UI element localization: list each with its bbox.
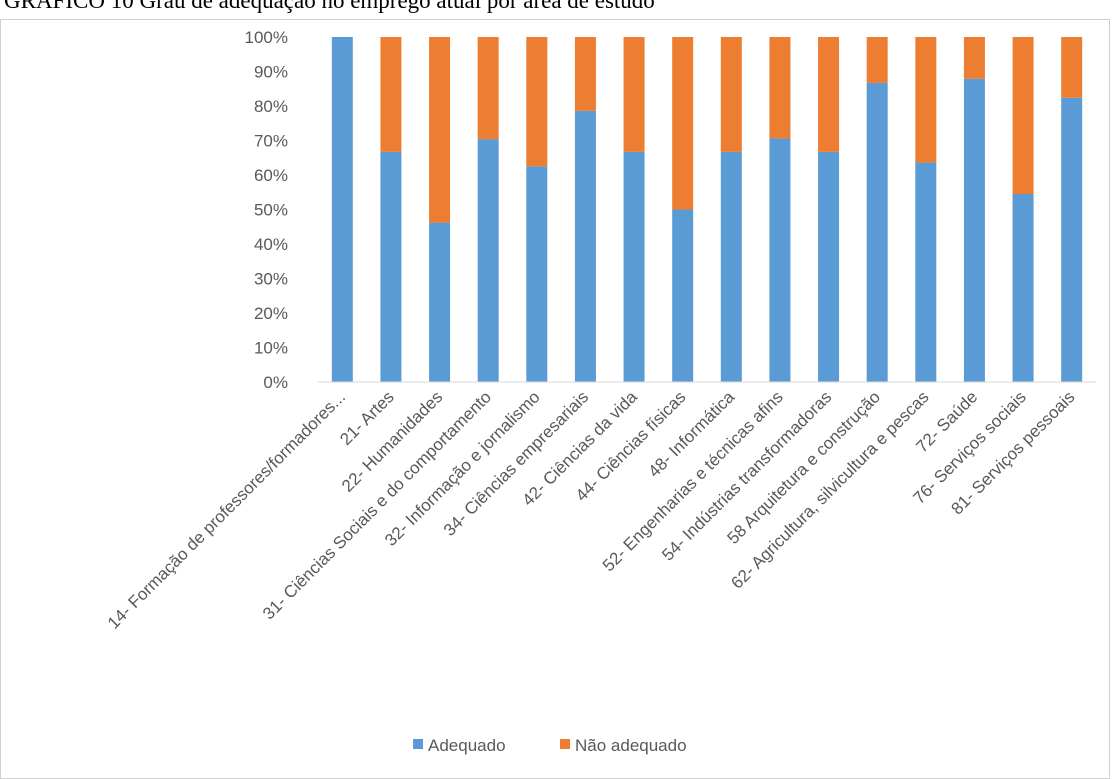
bar-segment-adequado	[818, 151, 840, 382]
y-tick-label: 30%	[254, 270, 288, 289]
legend: Adequado Não adequado	[413, 736, 687, 755]
y-axis: 0% 10% 20% 30% 40% 50% 60% 70% 80% 90% 100%	[245, 28, 288, 392]
bar-segment-nao-adequado	[963, 37, 985, 79]
bar-segment-adequado	[672, 209, 694, 382]
bars	[331, 37, 1083, 383]
bar-segment-nao-adequado	[574, 37, 596, 111]
bar-segment-adequado	[1012, 193, 1034, 382]
legend-swatch	[560, 739, 570, 749]
bar-segment-adequado	[574, 110, 596, 382]
y-tick-label: 60%	[254, 166, 288, 185]
bar-segment-nao-adequado	[769, 37, 791, 139]
bar-segment-adequado	[866, 82, 888, 382]
y-tick-label: 0%	[263, 373, 288, 392]
bar-segment-adequado	[477, 139, 499, 382]
y-tick-label: 80%	[254, 97, 288, 116]
bar-segment-nao-adequado	[818, 37, 840, 152]
bar-segment-nao-adequado	[1061, 37, 1083, 98]
bar-segment-nao-adequado	[720, 37, 742, 152]
bar-segment-adequado	[915, 162, 937, 382]
bar-segment-nao-adequado	[477, 37, 499, 140]
bar-segment-adequado	[963, 78, 985, 383]
y-tick-label: 20%	[254, 304, 288, 323]
x-tick-label: 48- Informática	[645, 387, 739, 481]
y-tick-label: 100%	[245, 28, 288, 47]
bar-segment-nao-adequado	[429, 37, 451, 223]
y-tick-label: 40%	[254, 235, 288, 254]
legend-label: Adequado	[428, 736, 506, 755]
bar-segment-adequado	[380, 151, 402, 382]
bar-segment-nao-adequado	[380, 37, 402, 152]
bar-segment-adequado	[623, 151, 645, 382]
bar-segment-adequado	[769, 138, 791, 382]
bar-segment-adequado	[1061, 97, 1083, 382]
x-tick-label: 14- Formação de professores/formadores..…	[104, 387, 349, 632]
bar-segment-nao-adequado	[623, 37, 645, 152]
bar-segment-nao-adequado	[915, 37, 937, 163]
bar-segment-nao-adequado	[526, 37, 548, 167]
bar-segment-nao-adequado	[866, 37, 888, 83]
bar-segment-nao-adequado	[672, 37, 694, 210]
legend-swatch	[413, 739, 423, 749]
bar-segment-adequado	[331, 37, 353, 382]
y-tick-label: 90%	[254, 63, 288, 82]
y-tick-label: 50%	[254, 201, 288, 220]
figure-caption: GRÁFICO 10 Grau de adequação no emprego …	[4, 0, 655, 13]
y-tick-label: 70%	[254, 132, 288, 151]
y-tick-label: 10%	[254, 339, 288, 358]
x-axis-labels: 14- Formação de professores/formadores..…	[104, 387, 1079, 633]
bar-segment-adequado	[720, 151, 742, 382]
bar-segment-nao-adequado	[1012, 37, 1034, 194]
bar-segment-adequado	[526, 166, 548, 382]
bar-segment-adequado	[429, 222, 451, 382]
legend-label: Não adequado	[575, 736, 687, 755]
